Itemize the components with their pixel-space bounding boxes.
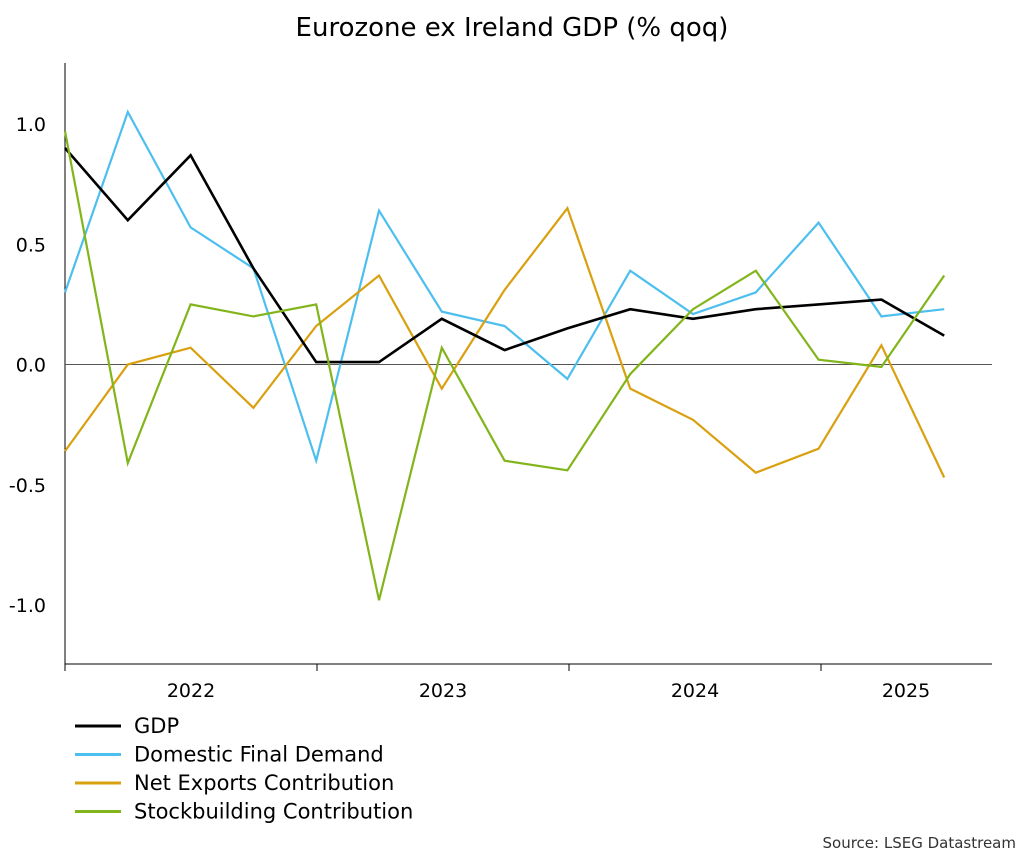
series-line-domestic-final-demand (63, 109, 945, 465)
y-tick-label: -0.5 (9, 475, 46, 497)
x-tick-label: 2022 (167, 680, 215, 702)
series-lines (63, 109, 946, 601)
series-line-net-exports-contribution (64, 205, 946, 478)
series-line-gdp (64, 147, 945, 364)
chart-title: Eurozone ex Ireland GDP (% qoq) (296, 13, 729, 43)
y-tick-label: 0.5 (16, 234, 46, 256)
series-line-stockbuilding-contribution (63, 130, 946, 601)
legend-label: Net Exports Contribution (134, 771, 394, 795)
legend-label: GDP (134, 714, 179, 738)
legend-label: Stockbuilding Contribution (134, 800, 413, 824)
x-tick-label: 2025 (882, 680, 930, 702)
x-tick-label: 2024 (671, 680, 719, 702)
x-tick-label: 2023 (419, 680, 467, 702)
legend-label: Domestic Final Demand (134, 743, 384, 767)
y-tick-label: 1.0 (16, 114, 46, 136)
axes: 1.0 0.5 0.0 -0.5 -1.0 2022 2023 2024 2025 (9, 63, 992, 702)
legend: GDP Domestic Final Demand Net Exports Cont… (75, 714, 413, 824)
y-tick-label: 0.0 (16, 355, 46, 377)
y-tick-label: -1.0 (9, 595, 46, 617)
source-note: Source: LSEG Datastream (823, 834, 1016, 852)
